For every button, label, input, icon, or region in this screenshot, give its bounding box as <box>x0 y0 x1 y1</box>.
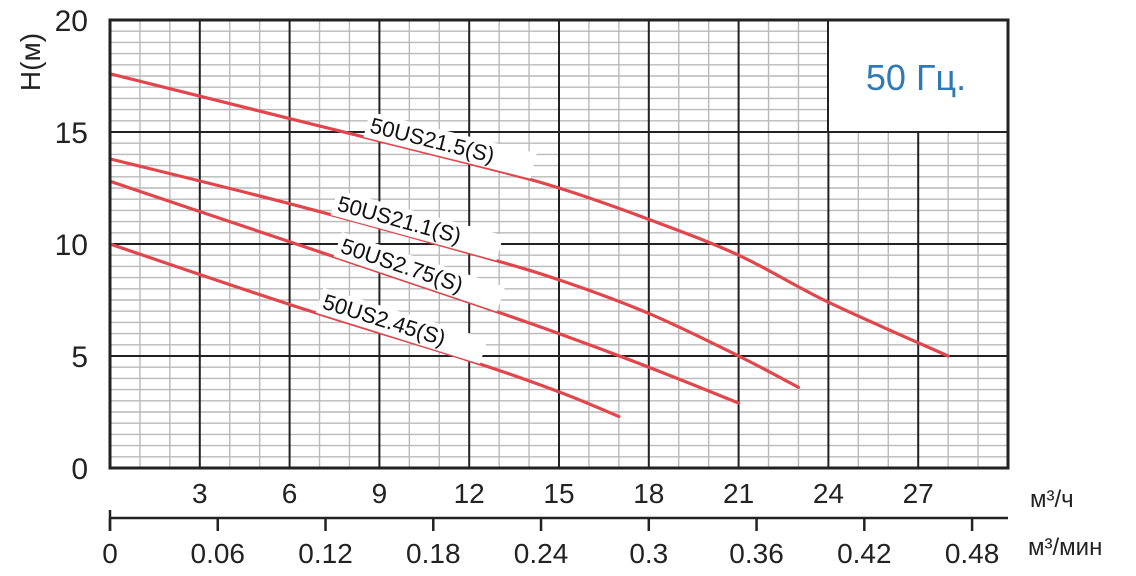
x-axis-primary-unit: м³/ч <box>1030 486 1074 513</box>
x-tick-label: 27 <box>903 478 934 509</box>
legend-box <box>827 19 1009 133</box>
y-tick-label: 20 <box>55 5 88 38</box>
x-axis-primary-ticks: 3 6 9 12 15 18 21 24 27 <box>192 478 934 509</box>
x-tick-label: 18 <box>633 478 664 509</box>
y-tick-label: 15 <box>55 117 88 150</box>
x-tick-label: 21 <box>723 478 754 509</box>
frequency-label: 50 Гц. <box>866 57 966 98</box>
y-tick-label: 0 <box>71 453 88 486</box>
x-tick-label: 3 <box>192 478 208 509</box>
series-line <box>108 179 741 405</box>
secondary-tick-label: 0.36 <box>729 538 784 569</box>
secondary-tick-label: 0.18 <box>406 538 461 569</box>
x-tick-label: 12 <box>454 478 485 509</box>
x-axis-secondary-unit: м³/мин <box>1028 534 1102 561</box>
series-line <box>108 157 801 389</box>
series-line <box>108 72 950 358</box>
series-label-background <box>363 111 537 179</box>
series-line <box>108 242 621 419</box>
secondary-tick-label: 0.42 <box>837 538 892 569</box>
secondary-tick-label: 0.24 <box>514 538 569 569</box>
series-label-background <box>330 189 504 261</box>
secondary-tick-label: 0.3 <box>629 538 668 569</box>
x-tick-label: 6 <box>282 478 298 509</box>
y-tick-label: 10 <box>55 229 88 262</box>
secondary-tick-label: 0.12 <box>298 538 353 569</box>
series-label-background <box>315 287 488 364</box>
y-axis-label: H(м) <box>15 33 46 91</box>
x-tick-label: 24 <box>813 478 844 509</box>
y-axis-ticks: 0 5 10 15 20 <box>55 5 88 486</box>
x-tick-label: 15 <box>543 478 574 509</box>
x-axis-secondary-ticks: 0 0.06 0.12 0.18 0.24 0.3 0.36 0.42 0.48 <box>102 510 999 569</box>
series-label-background <box>333 231 506 312</box>
secondary-tick-label: 0.06 <box>191 538 246 569</box>
secondary-tick-label: 0 <box>102 538 118 569</box>
x-tick-label: 9 <box>372 478 388 509</box>
secondary-tick-label: 0.48 <box>945 538 1000 569</box>
curves <box>108 72 950 419</box>
y-tick-label: 5 <box>71 341 88 374</box>
plot-frame <box>108 18 1010 470</box>
series-label-group: 50US21.5(S) <box>363 111 537 179</box>
